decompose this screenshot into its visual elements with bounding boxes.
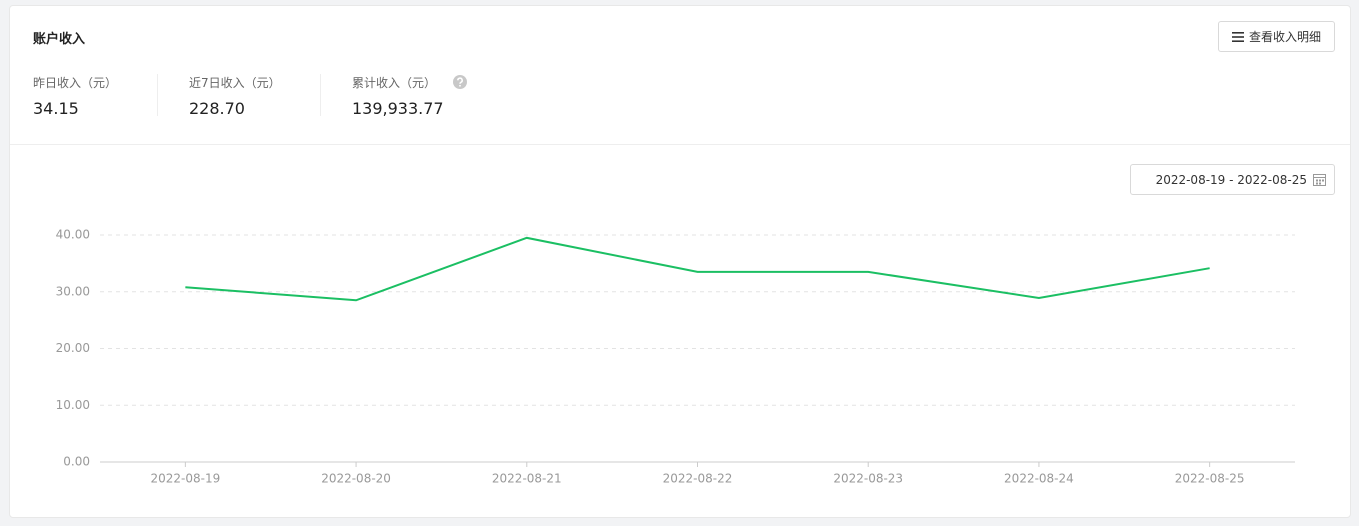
stat-value: 34.15 [33,99,79,118]
stat-label: 昨日收入（元） [33,76,118,90]
x-tick-label: 2022-08-21 [492,472,562,486]
stat-value: 139,933.77 [352,99,444,118]
menu-icon [1231,31,1244,42]
stat-label: 累计收入（元） [352,76,437,90]
date-range: 2022-08-19 - 2022-08-25 [1155,172,1307,187]
stat-value: 228.70 [189,99,245,118]
stat-label: 近7日收入（元） [189,76,281,90]
separator [157,74,158,116]
x-tick-label: 2022-08-24 [1004,472,1074,486]
calendar-icon [1313,174,1326,186]
x-tick-label: 2022-08-22 [663,472,733,486]
y-tick-label: 20.00 [56,341,90,355]
y-tick-label: 30.00 [56,284,90,298]
divider [10,144,1350,145]
line [185,236,1210,302]
x-tick-label: 2022-08-20 [321,472,391,486]
x-tick-label: 2022-08-19 [150,472,220,486]
date-picker[interactable]: 2022-08-19 - 2022-08-25 [1130,164,1335,195]
y-tick-label: 0.00 [63,455,90,469]
card-title: 账户收入 [33,32,86,47]
chart: 0.00 10.00 20.00 30.00 40.00 2022-08-19 2022-0… [56,228,1295,486]
button-label: 查看收入明细 [1248,30,1321,44]
detail-button[interactable]: 查看收入明细 [1218,21,1335,52]
x-tick-label: 2022-08-23 [833,472,903,486]
y-tick-label: 40.00 [56,228,90,242]
help-icon[interactable] [453,75,467,89]
y-tick-label: 10.00 [56,398,90,412]
income-card: 账户收入 查看收入明细 昨日收入（元） 34.15 近7日收入（元） 228.7… [9,5,1351,518]
x-tick-label: 2022-08-25 [1175,472,1245,486]
separator [320,74,321,116]
